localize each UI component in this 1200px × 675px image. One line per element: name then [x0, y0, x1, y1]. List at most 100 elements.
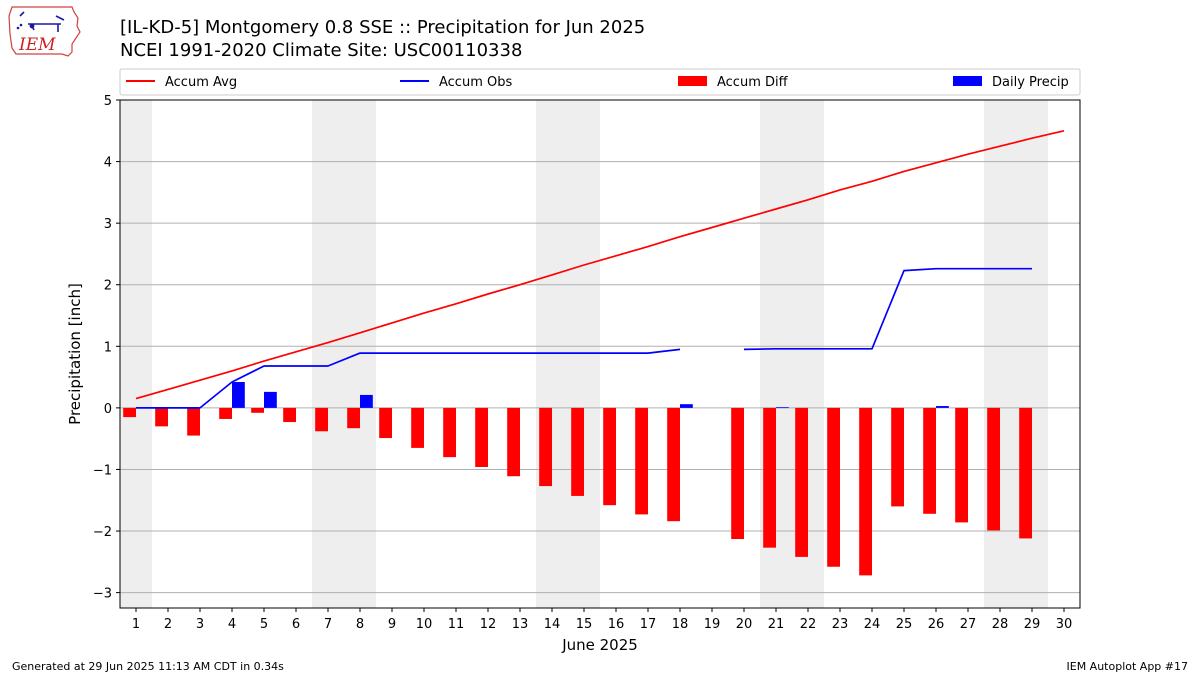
x-tick-label: 16	[608, 617, 625, 632]
x-tick-label: 20	[736, 617, 753, 632]
bar	[936, 406, 949, 408]
bar	[232, 382, 245, 408]
bar	[667, 407, 680, 522]
y-tick-label: −3	[93, 587, 112, 602]
bar	[443, 407, 456, 458]
x-tick-label: 13	[512, 617, 529, 632]
x-tick-label: 4	[228, 617, 236, 632]
bar	[187, 407, 200, 436]
x-tick-label: 11	[448, 617, 465, 632]
x-tick-label: 1	[132, 617, 140, 632]
x-tick-label: 23	[832, 617, 849, 632]
y-tick-label: −2	[93, 525, 112, 540]
chart-title: [IL-KD-5] Montgomery 0.8 SSE :: Precipit…	[120, 17, 646, 38]
bar	[347, 407, 360, 429]
bar	[859, 407, 872, 576]
y-tick-label: 0	[104, 402, 112, 417]
bar	[635, 407, 648, 515]
bar	[731, 407, 744, 540]
x-axis-ticks: 1 2 3 4 5 6 7 8 9 10 11 12 13 14 15 16 17 18 19 20 21 22 23 24 2…	[132, 608, 1072, 632]
x-tick-label: 22	[800, 617, 817, 632]
x-tick-label: 29	[1024, 617, 1041, 632]
plot-frame	[119, 99, 1081, 609]
x-tick-label: 10	[416, 617, 433, 632]
x-axis-label: June 2025	[561, 636, 638, 654]
bar	[680, 404, 693, 408]
weekend-band	[120, 100, 152, 608]
x-tick-label: 14	[544, 617, 561, 632]
line-series	[135, 129, 1065, 409]
bar	[264, 391, 277, 408]
weekend-band	[984, 100, 1048, 608]
x-tick-label: 6	[292, 617, 300, 632]
legend-label: Accum Avg	[165, 75, 237, 90]
series-line	[135, 129, 1065, 400]
bar	[411, 407, 424, 448]
y-tick-label: −1	[93, 463, 112, 478]
x-tick-label: 5	[260, 617, 268, 632]
bar	[475, 407, 488, 467]
y-axis-label: Precipitation [inch]	[66, 283, 84, 425]
app-credit: IEM Autoplot App #17	[1066, 660, 1189, 673]
bar	[315, 407, 328, 432]
x-tick-label: 21	[768, 617, 785, 632]
bar	[1019, 407, 1032, 539]
bar	[923, 407, 936, 514]
x-tick-label: 2	[164, 617, 172, 632]
x-tick-label: 12	[480, 617, 497, 632]
x-tick-label: 9	[388, 617, 396, 632]
legend-label: Accum Diff	[717, 75, 789, 90]
bar	[955, 407, 968, 523]
weekend-band	[312, 100, 376, 608]
legend-swatch	[678, 76, 707, 86]
x-tick-label: 19	[704, 617, 721, 632]
y-tick-label: 1	[104, 340, 112, 355]
x-tick-label: 28	[992, 617, 1009, 632]
logo-text: IEM	[18, 35, 56, 55]
x-tick-label: 27	[960, 617, 977, 632]
bar	[379, 407, 392, 439]
x-tick-label: 25	[896, 617, 913, 632]
bar	[507, 407, 520, 477]
legend-frame	[119, 68, 1081, 96]
x-tick-label: 18	[672, 617, 689, 632]
x-tick-label: 30	[1056, 617, 1073, 632]
y-tick-label: 5	[104, 94, 112, 109]
bar	[776, 407, 789, 409]
bar-series	[123, 382, 1032, 576]
bar	[827, 407, 840, 567]
x-tick-label: 17	[640, 617, 657, 632]
bar	[891, 407, 904, 507]
x-tick-label: 7	[324, 617, 332, 632]
x-tick-label: 8	[356, 617, 364, 632]
weekend-shading	[120, 100, 1048, 608]
bar	[360, 394, 373, 408]
legend: Accum Avg Accum Obs Accum Diff Daily Precip	[119, 68, 1081, 96]
series-line	[136, 348, 681, 409]
generated-timestamp: Generated at 29 Jun 2025 11:13 AM CDT in…	[12, 660, 284, 673]
bar	[603, 407, 616, 506]
chart-subtitle: NCEI 1991-2020 Climate Site: USC00110338	[120, 40, 523, 61]
legend-swatch	[953, 76, 982, 86]
weekend-band	[536, 100, 600, 608]
y-tick-label: 4	[104, 156, 112, 171]
legend-label: Daily Precip	[992, 75, 1069, 90]
bar	[155, 407, 168, 427]
y-tick-label: 2	[104, 279, 112, 294]
weather-symbols-icon	[19, 11, 65, 32]
bar	[219, 407, 232, 419]
x-tick-label: 3	[196, 617, 204, 632]
bar	[987, 407, 1000, 531]
iem-logo: IEM	[8, 6, 81, 57]
bar	[283, 407, 296, 423]
bar	[795, 407, 808, 557]
bar	[251, 407, 264, 413]
bar	[763, 407, 776, 548]
bar	[123, 407, 136, 418]
legend-label: Accum Obs	[439, 75, 512, 90]
y-tick-label: 3	[104, 217, 112, 232]
x-tick-label: 15	[576, 617, 593, 632]
x-tick-label: 24	[864, 617, 881, 632]
bar	[539, 407, 552, 487]
